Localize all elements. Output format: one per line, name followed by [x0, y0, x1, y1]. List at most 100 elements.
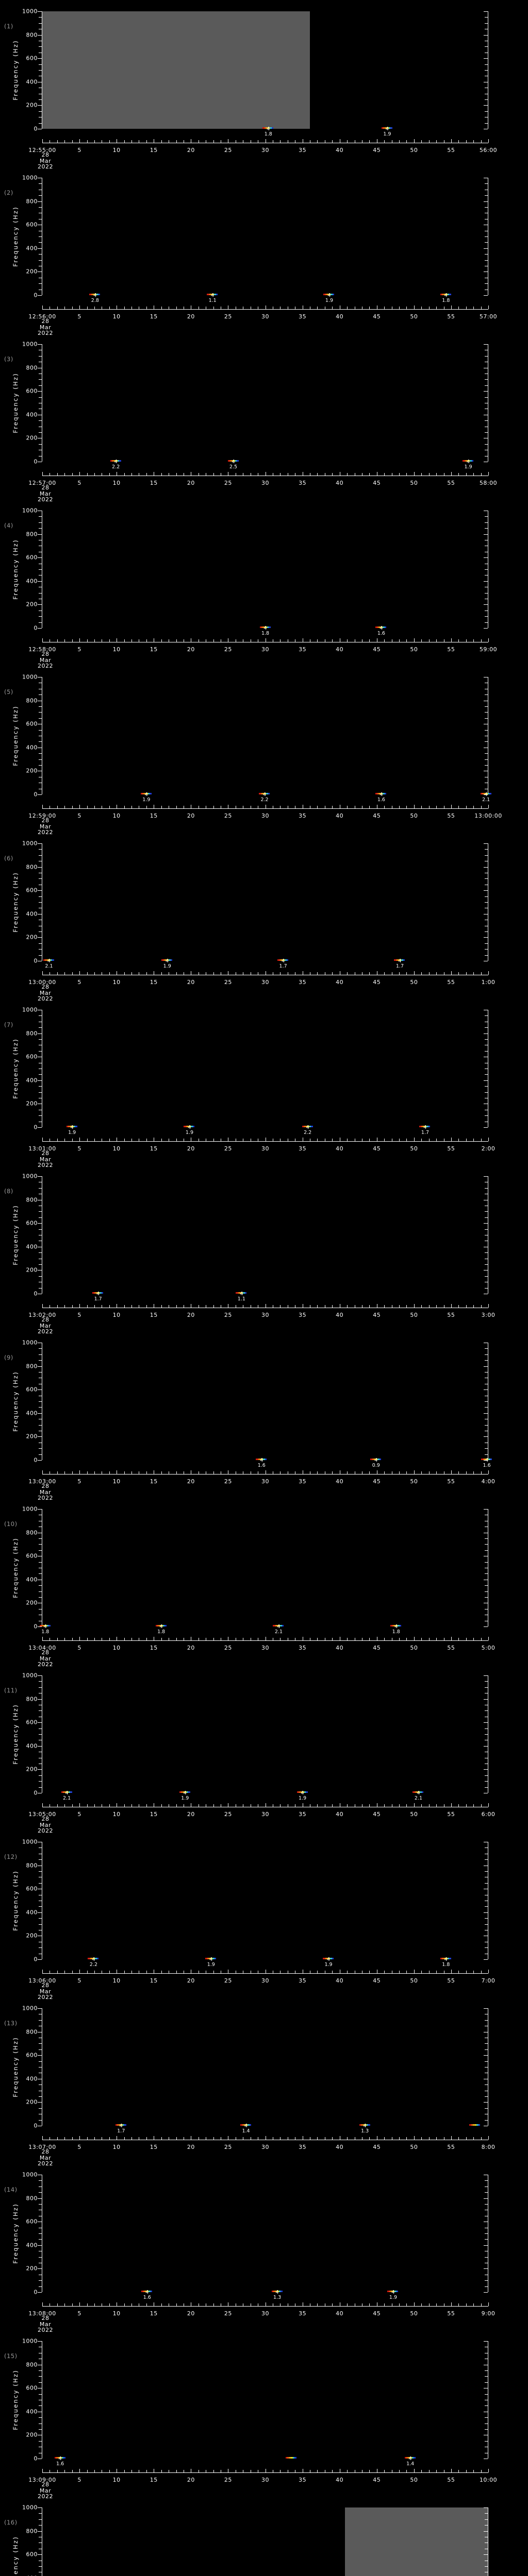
x-axis-tick: [347, 140, 348, 143]
y-axis-tick-right: [485, 379, 488, 380]
event-glyph-segment: [390, 127, 392, 129]
event-label-line1: 4: [96, 1291, 100, 1297]
x-axis-tick-label: 50: [410, 1645, 418, 1651]
x-axis-tick: [347, 1471, 348, 1474]
x-axis-tick-label: 45: [373, 480, 381, 486]
y-axis-tick-right: [485, 694, 488, 696]
y-axis-tick-label: 200: [26, 767, 38, 774]
x-axis-tick-label: 5: [77, 1145, 81, 1152]
event-label-line2: 2.8: [91, 298, 99, 303]
y-axis-tick-right: [485, 123, 488, 124]
x-axis-tick: [481, 806, 482, 808]
event-glyph-segment: [210, 294, 212, 295]
plot-area: [42, 1842, 488, 1959]
y-axis-tick-label: 1000: [22, 174, 38, 181]
x-axis-tick: [414, 1470, 415, 1474]
event-glyph-segment: [240, 2124, 242, 2126]
y-axis-tick-label: 200: [26, 101, 38, 109]
y-axis-tick-right: [485, 2120, 488, 2121]
y-axis-tick-right: [484, 1436, 488, 1437]
x-axis-tick: [87, 1638, 88, 1640]
event-spectral-glyph: [390, 1625, 402, 1626]
x-axis-tick-label: 5: [77, 646, 81, 653]
x-axis-end-time-label: 10:00: [479, 2477, 498, 2483]
x-axis-tick: [451, 1304, 452, 1308]
event-glyph-segment: [212, 294, 214, 295]
y-axis-tick-right: [485, 260, 488, 261]
y-axis-tick-right: [485, 1015, 488, 1016]
event-glyph-segment: [161, 959, 163, 961]
date-month: Mar: [39, 823, 52, 830]
x-axis-tick: [436, 2137, 437, 2140]
y-axis-tick-label: 0: [34, 458, 38, 465]
spectrogram-panel: (3) Frequency (Hz) 0 200 400 600 800 1000 4 2.2 4 2…: [0, 333, 528, 503]
event-label-line2: 1.6: [483, 1463, 491, 1468]
panel-number-label: (1): [4, 23, 13, 30]
y-axis-title: Frequency (Hz): [12, 1038, 19, 1099]
x-axis-tick-label: 35: [299, 979, 307, 986]
y-axis-tick: [39, 1687, 42, 1688]
event-spectral-glyph: [370, 1459, 382, 1460]
event-label: 4 1.7: [94, 1292, 102, 1302]
x-axis-tick: [213, 2470, 214, 2472]
event-label-line1: 4: [408, 2456, 412, 2462]
event-label-line1: 4: [209, 1957, 213, 1962]
y-axis-tick: [39, 1264, 42, 1265]
x-axis-tick: [414, 1138, 415, 1141]
y-axis-tick-right: [485, 1027, 488, 1028]
date-month: Mar: [39, 1988, 52, 1995]
event-marker: 4 2.1: [39, 957, 59, 972]
event-glyph-segment: [366, 2124, 369, 2126]
event-label-line2: 1.9: [299, 1795, 307, 1801]
x-axis-tick: [42, 472, 43, 476]
x-axis-tick-label: 30: [261, 2310, 269, 2317]
y-axis-tick: [38, 2055, 42, 2056]
y-axis-tick-label: 200: [26, 1266, 38, 1274]
x-axis-tick: [332, 1471, 333, 1474]
event-glyph-segment: [486, 1459, 489, 1460]
x-axis-tick: [347, 2303, 348, 2306]
event-label-line2: 2.1: [414, 1795, 423, 1801]
x-axis-tick-label: 35: [299, 1811, 307, 1818]
y-axis-tick: [38, 2292, 42, 2293]
y-axis-tick: [39, 2405, 42, 2406]
x-axis-start-time-label: 13:08:00: [28, 2310, 56, 2317]
event-glyph-segment: [277, 959, 279, 961]
y-axis-title: Frequency (Hz): [12, 705, 19, 766]
event-label: 4 2.2: [260, 792, 268, 803]
x-axis-tick: [384, 1971, 385, 1973]
x-axis-tick: [451, 2469, 452, 2472]
event-marker: 4 1.6: [50, 2454, 71, 2470]
x-axis-tick: [458, 307, 459, 309]
y-axis-tick-right: [485, 70, 488, 71]
event-glyph-segment: [391, 2291, 393, 2292]
x-axis-end-time-label: 1:00: [481, 979, 496, 986]
event-spectral-glyph: [140, 793, 152, 794]
x-axis-tick-label: 50: [410, 1312, 418, 1318]
x-axis-tick: [131, 1804, 132, 1807]
y-axis-tick-right: [485, 1573, 488, 1574]
event-glyph-segment: [383, 626, 385, 628]
x-axis-tick: [384, 972, 385, 975]
date-day: 28: [41, 1316, 50, 1323]
y-axis-title: Frequency (Hz): [12, 1205, 19, 1265]
x-axis-tick-label: 50: [410, 313, 418, 320]
event-glyph-segment: [278, 1625, 280, 1626]
y-axis-tick: [38, 1675, 42, 1676]
date-day: 28: [41, 318, 50, 325]
x-axis-tick: [421, 140, 422, 143]
event-glyph-segment: [101, 1292, 104, 1294]
event-spectral-glyph: [61, 1791, 73, 1793]
x-axis-tick-label: 35: [299, 480, 307, 486]
event-glyph-segment: [170, 959, 173, 961]
event-glyph-segment: [63, 2457, 65, 2459]
y-axis-tick-right: [485, 2257, 488, 2258]
plot-area: [42, 11, 488, 129]
y-axis-tick-right: [485, 592, 488, 594]
x-axis-tick: [94, 1638, 95, 1640]
event-spectral-glyph: [39, 1625, 51, 1626]
event-glyph-segment: [207, 294, 209, 295]
x-axis-tick: [473, 2470, 474, 2472]
x-axis-tick-label: 15: [150, 812, 158, 819]
event-glyph-segment: [265, 1459, 267, 1460]
